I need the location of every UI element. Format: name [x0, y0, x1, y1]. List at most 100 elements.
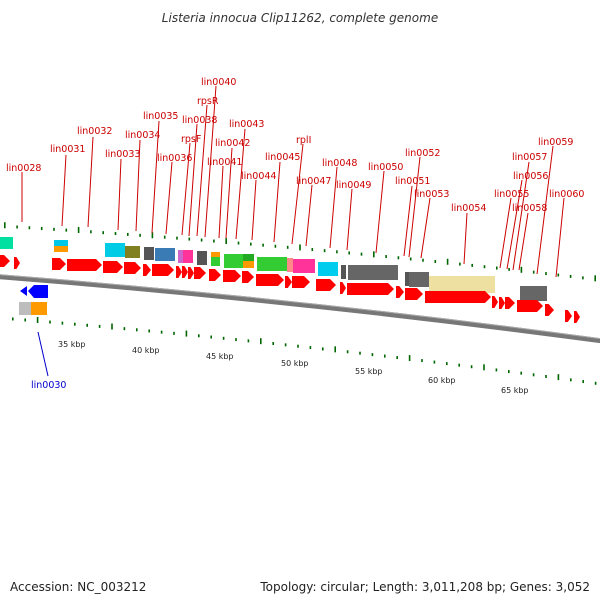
gene-label-lin0041: lin0041 [207, 157, 242, 168]
tick-mark [225, 238, 227, 245]
feature-box [211, 252, 220, 257]
leader-line-lin0034 [135, 139, 141, 232]
tick-mark [222, 336, 225, 340]
tick-mark [237, 241, 240, 245]
accession-text: Accession: NC_003212 [10, 580, 147, 594]
cds-arrow [124, 262, 141, 274]
tick-mark [90, 230, 92, 234]
leader-line-lin0048 [329, 166, 338, 249]
feature-box [224, 254, 243, 268]
tick-mark [346, 350, 349, 354]
cds-arrow [396, 286, 404, 298]
tick-mark [74, 322, 76, 326]
tick-mark [582, 380, 584, 384]
gene-label-lin0036: lin0036 [157, 153, 192, 164]
cds-arrow [565, 310, 572, 322]
leader-line-lin0060 [555, 197, 565, 278]
tick-mark [4, 222, 6, 229]
gene-label-lin0048: lin0048 [322, 158, 357, 169]
reverse-cds-arrow [28, 285, 48, 298]
tick-mark [136, 328, 138, 332]
feature-box [54, 240, 68, 246]
tick-mark [173, 331, 175, 335]
scale-label-55kbp: 55 kbp [355, 367, 383, 376]
tick-mark [520, 371, 522, 375]
tick-mark [139, 233, 141, 237]
tick-mark [348, 251, 350, 255]
cds-arrow [425, 291, 491, 303]
cds-track [0, 255, 580, 323]
tick-mark [545, 374, 547, 378]
tick-mark [520, 266, 523, 273]
tick-mark [65, 228, 68, 232]
gene-label-lin0054: lin0054 [451, 203, 486, 214]
tick-mark [198, 334, 200, 338]
cds-arrow [14, 257, 20, 269]
feature-track [0, 237, 547, 301]
feature-box [348, 265, 398, 280]
leader-line-lin0047 [305, 184, 313, 247]
tick-mark [496, 266, 498, 270]
tick-mark [422, 258, 424, 262]
feature-box [105, 243, 125, 257]
tick-mark [545, 272, 547, 276]
tick-mark [262, 243, 264, 247]
tick-mark [28, 226, 31, 230]
tick-mark [311, 248, 314, 252]
scale-label-50kbp: 50 kbp [281, 359, 309, 368]
feature-box [429, 276, 495, 293]
gene-label-lin0047: lin0047 [296, 176, 331, 187]
leader-line-lin0040 [204, 85, 217, 238]
cds-arrow [316, 279, 336, 291]
tick-mark [594, 381, 597, 385]
gene-label-lin0038: lin0038 [182, 115, 217, 126]
leader-line-lin0032 [87, 136, 94, 228]
leader-line-lin0045 [273, 161, 281, 243]
feature-box [31, 302, 47, 315]
gene-label-lin0052: lin0052 [405, 148, 440, 159]
gene-label-lin0028: lin0028 [6, 163, 41, 174]
feature-box [257, 257, 287, 271]
cds-arrow [492, 296, 498, 308]
feature-box [409, 272, 429, 287]
feature-box [197, 251, 207, 265]
cds-arrow [223, 270, 241, 282]
leader-line-lin0053 [420, 197, 431, 259]
tick-mark [53, 227, 55, 231]
tick-mark [213, 239, 215, 243]
gene-label-lin0059: lin0059 [538, 137, 573, 148]
tick-mark [557, 374, 560, 381]
gene-label-rpsR: rpsR [197, 96, 219, 107]
feature-box [178, 250, 183, 263]
leader-line-lin0041 [218, 165, 224, 239]
tick-mark [359, 351, 361, 355]
cds-arrow [67, 259, 102, 271]
feature-box [405, 272, 409, 286]
genome-backbone [0, 274, 600, 344]
scale-label-60kbp: 60 kbp [428, 376, 456, 385]
tick-mark [250, 242, 252, 246]
tick-mark [557, 273, 560, 277]
feature-box [125, 246, 140, 258]
tick-mark [286, 245, 289, 249]
gene-label-lin0032: lin0032 [77, 126, 112, 137]
tick-mark [114, 232, 117, 236]
scale-label-45kbp: 45 kbp [206, 352, 234, 361]
tick-mark [373, 251, 375, 258]
gene-label-lin0043: lin0043 [229, 119, 264, 130]
tick-mark [446, 258, 449, 265]
leader-line-lin0031 [61, 154, 67, 227]
leader-line-lin0036 [165, 161, 173, 235]
leader-line-lin0038 [188, 123, 198, 237]
tick-mark [40, 227, 43, 231]
tick-mark [123, 327, 126, 331]
cds-arrow [405, 288, 423, 300]
cds-arrow [209, 269, 221, 281]
feature-box [19, 302, 31, 315]
leader-line-lin0056 [506, 179, 523, 270]
feature-box [243, 261, 254, 268]
tick-mark [127, 232, 129, 236]
leader-line-lin0050 [375, 170, 385, 254]
gene-label-lin0049: lin0049 [336, 180, 371, 191]
